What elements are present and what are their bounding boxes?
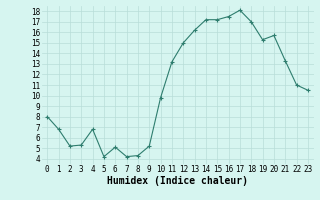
X-axis label: Humidex (Indice chaleur): Humidex (Indice chaleur) bbox=[107, 176, 248, 186]
